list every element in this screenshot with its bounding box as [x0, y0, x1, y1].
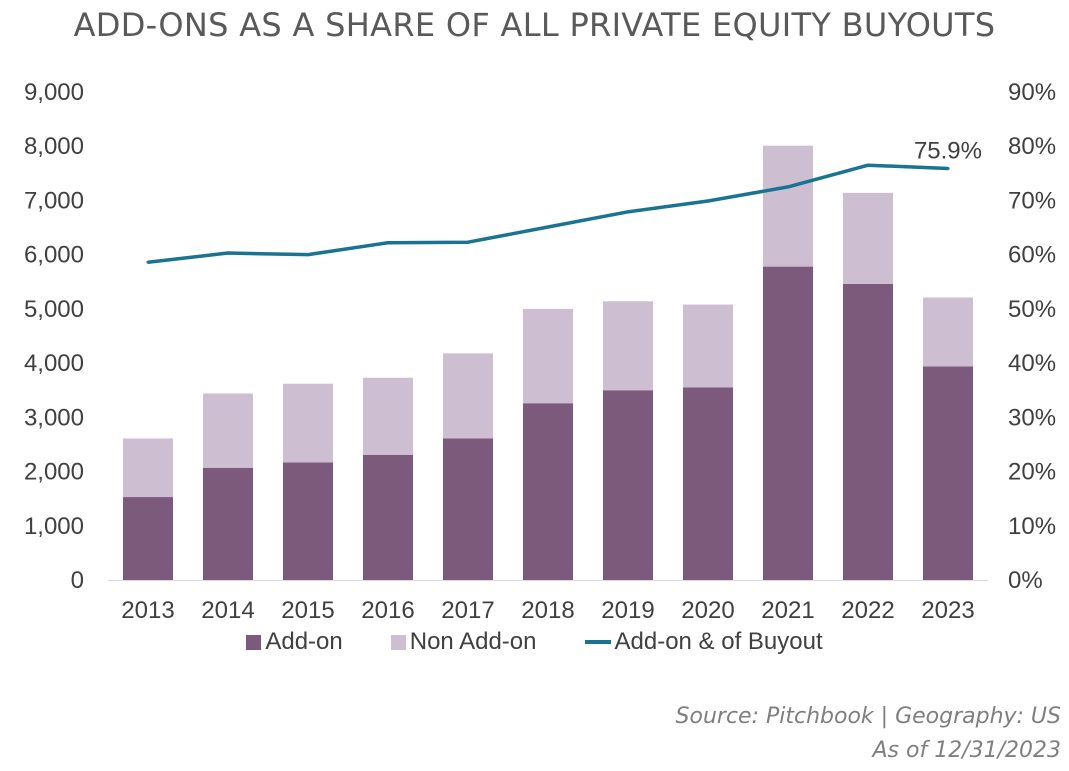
bar-addon	[203, 467, 253, 580]
legend-swatch-nonaddon	[390, 634, 406, 650]
line-point	[946, 166, 950, 170]
x-tick-label: 2014	[201, 597, 254, 624]
bar-nonaddon	[363, 377, 413, 455]
bar-addon	[443, 438, 493, 580]
y-right-tick-label: 0%	[1008, 567, 1043, 594]
bar-addon	[843, 283, 893, 580]
legend-item-addon: Add-on	[246, 628, 343, 656]
x-tick-label: 2021	[761, 597, 814, 624]
bar-nonaddon	[523, 308, 573, 404]
y-right-tick-label: 50%	[1008, 296, 1056, 323]
bar-nonaddon	[923, 297, 973, 367]
x-tick-label: 2023	[921, 597, 974, 624]
y-left-tick-label: 7,000	[24, 187, 84, 214]
bar-nonaddon	[843, 192, 893, 284]
line-point	[546, 225, 550, 229]
line-point	[226, 251, 230, 255]
line-point	[466, 240, 470, 244]
line-point	[866, 163, 870, 167]
x-tick-label: 2022	[841, 597, 894, 624]
y-left-tick-label: 8,000	[24, 133, 84, 160]
y-right-tick-label: 30%	[1008, 404, 1056, 431]
y-right-tick-label: 60%	[1008, 242, 1056, 269]
bar-nonaddon	[763, 145, 813, 267]
y-left-tick-label: 4,000	[24, 350, 84, 377]
chart-legend: Add-on Non Add-on Add-on & of Buyout	[0, 628, 1069, 656]
bar-addon	[283, 462, 333, 580]
bar-nonaddon	[683, 304, 733, 388]
x-tick-label: 2018	[521, 597, 574, 624]
chart-plot: 0 1,000 2,000 3,000 4,000 5,000 6,000 7,000 8,00…	[24, 79, 1056, 624]
line-data-label: 75.9%	[914, 137, 982, 164]
legend-item-nonaddon: Non Add-on	[390, 628, 537, 656]
x-tick-label: 2019	[601, 597, 654, 624]
bar-nonaddon	[603, 301, 653, 391]
line-point	[146, 260, 150, 264]
bar-nonaddon	[283, 383, 333, 463]
x-tick-label: 2017	[441, 597, 494, 624]
bar-addon	[363, 454, 413, 580]
line-point	[626, 210, 630, 214]
line-addon-share	[147, 163, 949, 264]
x-tick-label: 2020	[681, 597, 734, 624]
y-right-tick-label: 70%	[1008, 187, 1056, 214]
asof-line: As of 12/31/2023	[872, 738, 1061, 763]
line-point	[786, 185, 790, 189]
y-left-tick-label: 9,000	[24, 79, 84, 106]
line-point	[306, 253, 310, 257]
y-left-tick-label: 5,000	[24, 296, 84, 323]
y-left-tick-label: 3,000	[24, 404, 84, 431]
bar-addon	[763, 266, 813, 580]
legend-swatch-addon	[246, 634, 262, 650]
x-tick-label: 2016	[361, 597, 414, 624]
y-right-tick-label: 40%	[1008, 350, 1056, 377]
line-point	[386, 241, 390, 245]
bar-addon	[923, 366, 973, 580]
bar-nonaddon	[203, 393, 253, 468]
chart-title: ADD-ONS AS A SHARE OF ALL PRIVATE EQUITY…	[73, 6, 996, 44]
bar-addon	[123, 497, 173, 580]
y-right-tick-label: 20%	[1008, 459, 1056, 486]
y-left-tick-label: 2,000	[24, 459, 84, 486]
bar-addon	[523, 403, 573, 580]
x-tick-label: 2013	[121, 597, 174, 624]
bar-nonaddon	[123, 438, 173, 498]
line-point	[706, 199, 710, 203]
legend-swatch-line	[584, 640, 611, 644]
source-note: Source: Pitchbook | Geography: US As of …	[676, 700, 1061, 768]
legend-label-line: Add-on & of Buyout	[614, 628, 823, 655]
y-left-tick-label: 6,000	[24, 242, 84, 269]
legend-label-addon: Add-on	[265, 628, 343, 655]
bar-addon	[603, 390, 653, 580]
legend-label-nonaddon: Non Add-on	[409, 628, 537, 655]
y-right-tick-label: 90%	[1008, 79, 1056, 106]
source-line: Source: Pitchbook | Geography: US	[675, 704, 1061, 729]
x-tick-label: 2015	[281, 597, 334, 624]
bar-nonaddon	[443, 353, 493, 439]
legend-item-line: Add-on & of Buyout	[584, 628, 823, 656]
y-left-tick-label: 0	[71, 567, 84, 594]
y-right-tick-label: 10%	[1008, 513, 1056, 540]
bar-addon	[683, 387, 733, 580]
y-left-tick-label: 1,000	[24, 513, 84, 540]
y-right-tick-label: 80%	[1008, 133, 1056, 160]
